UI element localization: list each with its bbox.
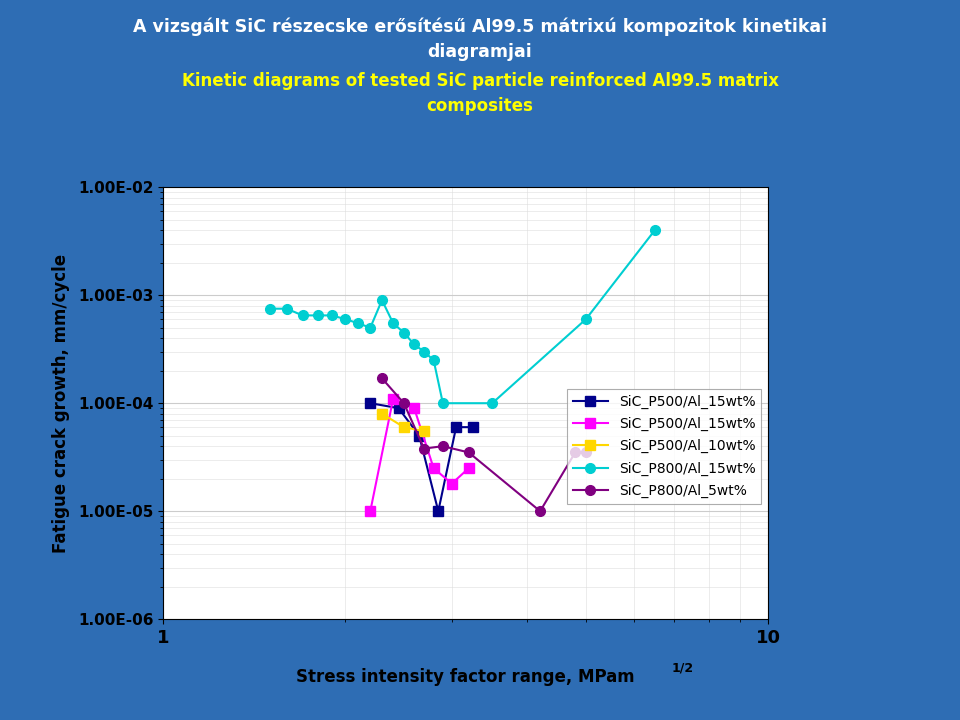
Text: A vizsgált SiC részecske erősítésű Al99.5 mátrixú kompozitok kinetikai: A vizsgált SiC részecske erősítésű Al99.…: [132, 18, 828, 37]
SiC_P500/Al_15wt%: [433, 507, 444, 516]
SiC_P500/Al_15wt%: [463, 464, 474, 472]
SiC_P800/Al_5wt%: [376, 374, 388, 382]
SiC_P800/Al_5wt%: [419, 444, 430, 453]
Line: SiC_P500/Al_15wt%: SiC_P500/Al_15wt%: [366, 394, 473, 516]
SiC_P800/Al_15wt%: [352, 319, 364, 328]
SiC_P800/Al_15wt%: [408, 340, 420, 348]
SiC_P800/Al_5wt%: [580, 448, 591, 456]
SiC_P500/Al_15wt%: [414, 431, 425, 440]
SiC_P500/Al_15wt%: [393, 404, 404, 413]
SiC_P500/Al_15wt%: [467, 423, 478, 431]
Y-axis label: Fatigue crack growth, mm/cycle: Fatigue crack growth, mm/cycle: [52, 253, 70, 553]
SiC_P800/Al_15wt%: [398, 328, 410, 337]
Text: 1/2: 1/2: [672, 662, 694, 675]
Line: SiC_P500/Al_10wt%: SiC_P500/Al_10wt%: [377, 409, 429, 436]
SiC_P800/Al_15wt%: [649, 226, 660, 235]
SiC_P500/Al_10wt%: [398, 423, 410, 431]
SiC_P500/Al_15wt%: [428, 464, 440, 472]
SiC_P800/Al_15wt%: [388, 319, 399, 328]
Text: Kinetic diagrams of tested SiC particle reinforced Al99.5 matrix: Kinetic diagrams of tested SiC particle …: [181, 72, 779, 90]
Line: SiC_P500/Al_15wt%: SiC_P500/Al_15wt%: [366, 398, 478, 516]
SiC_P800/Al_15wt%: [312, 311, 324, 320]
Text: diagramjai: diagramjai: [427, 43, 533, 61]
SiC_P500/Al_15wt%: [365, 399, 376, 408]
SiC_P500/Al_10wt%: [419, 427, 430, 436]
SiC_P800/Al_15wt%: [376, 296, 388, 305]
SiC_P800/Al_15wt%: [297, 311, 308, 320]
Text: Stress intensity factor range, MPam: Stress intensity factor range, MPam: [297, 668, 635, 685]
SiC_P800/Al_5wt%: [463, 448, 474, 456]
SiC_P500/Al_15wt%: [365, 507, 376, 516]
SiC_P800/Al_15wt%: [264, 305, 276, 313]
SiC_P500/Al_15wt%: [408, 404, 420, 413]
SiC_P800/Al_15wt%: [437, 399, 448, 408]
Text: composites: composites: [426, 97, 534, 115]
SiC_P500/Al_10wt%: [376, 410, 388, 418]
SiC_P800/Al_15wt%: [580, 315, 591, 323]
SiC_P800/Al_5wt%: [535, 507, 546, 516]
SiC_P500/Al_15wt%: [450, 423, 462, 431]
SiC_P800/Al_15wt%: [487, 399, 498, 408]
SiC_P800/Al_5wt%: [569, 448, 581, 456]
SiC_P800/Al_5wt%: [437, 442, 448, 451]
SiC_P800/Al_15wt%: [419, 347, 430, 356]
SiC_P500/Al_15wt%: [388, 395, 399, 403]
SiC_P500/Al_15wt%: [446, 480, 458, 488]
Legend: SiC_P500/Al_15wt%, SiC_P500/Al_15wt%, SiC_P500/Al_10wt%, SiC_P800/Al_15wt%, SiC_: SiC_P500/Al_15wt%, SiC_P500/Al_15wt%, Si…: [567, 389, 761, 504]
Line: SiC_P800/Al_15wt%: SiC_P800/Al_15wt%: [265, 225, 660, 408]
SiC_P800/Al_15wt%: [365, 323, 376, 332]
SiC_P800/Al_15wt%: [326, 311, 338, 320]
Line: SiC_P800/Al_5wt%: SiC_P800/Al_5wt%: [377, 374, 590, 516]
SiC_P800/Al_15wt%: [281, 305, 293, 313]
SiC_P800/Al_5wt%: [398, 399, 410, 408]
SiC_P800/Al_15wt%: [340, 315, 351, 323]
SiC_P800/Al_15wt%: [428, 356, 440, 364]
